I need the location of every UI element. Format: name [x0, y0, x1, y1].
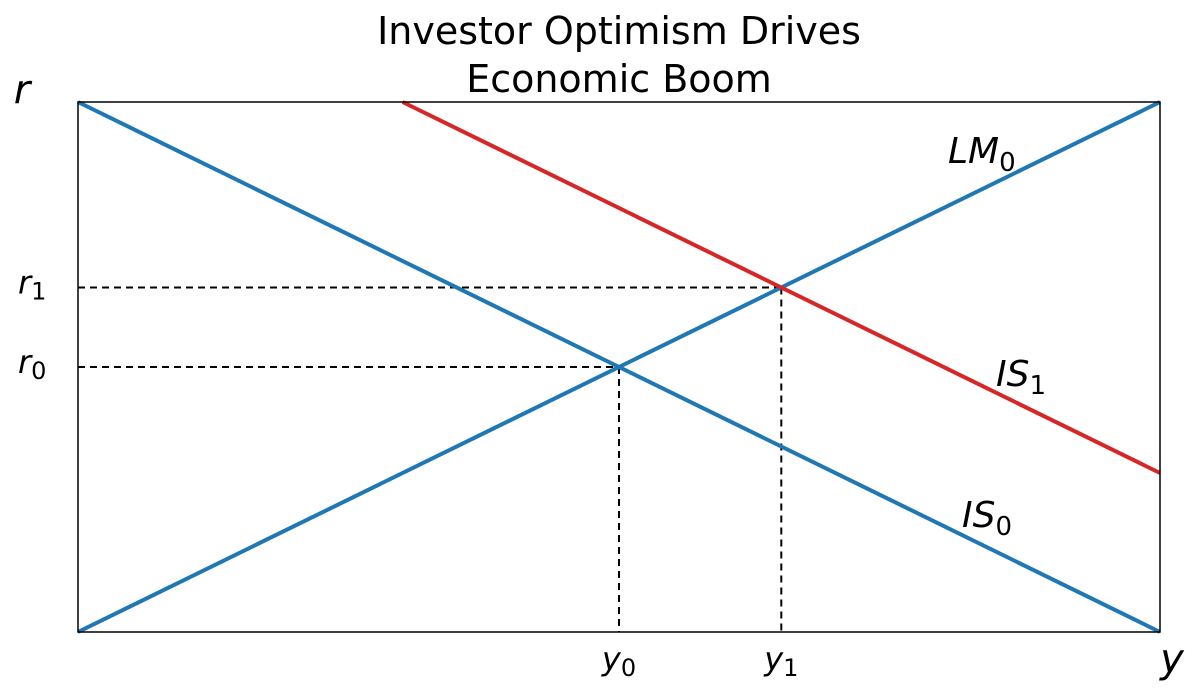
- chart-title-line-1: Investor Optimism Drives: [377, 9, 861, 53]
- x-tick-label-y0: y0: [601, 640, 636, 682]
- curve-label-is1: IS1: [996, 354, 1046, 401]
- plot-frame: [77, 101, 1161, 633]
- equilibrium-guide-lines: [78, 286, 783, 632]
- tick-labels: y0 r0 y1 r1: [18, 264, 798, 683]
- curve-labels: LM0 IS0 IS1: [948, 131, 1046, 542]
- x-axis-letter: y: [1159, 636, 1185, 682]
- y-tick-label-r1: r1: [18, 264, 46, 306]
- y-tick-label-r0: r0: [18, 343, 46, 385]
- curve-is0: [77, 100, 1161, 634]
- x-tick-label-y1: y1: [763, 640, 798, 682]
- curve-label-is0: IS0: [962, 495, 1012, 542]
- chart-title-line-2: Economic Boom: [466, 57, 772, 101]
- curve-label-lm0: LM0: [948, 131, 1016, 178]
- curve-is1: [401, 100, 1161, 475]
- curves-group: [77, 100, 1161, 634]
- y-axis-letter: r: [14, 67, 33, 113]
